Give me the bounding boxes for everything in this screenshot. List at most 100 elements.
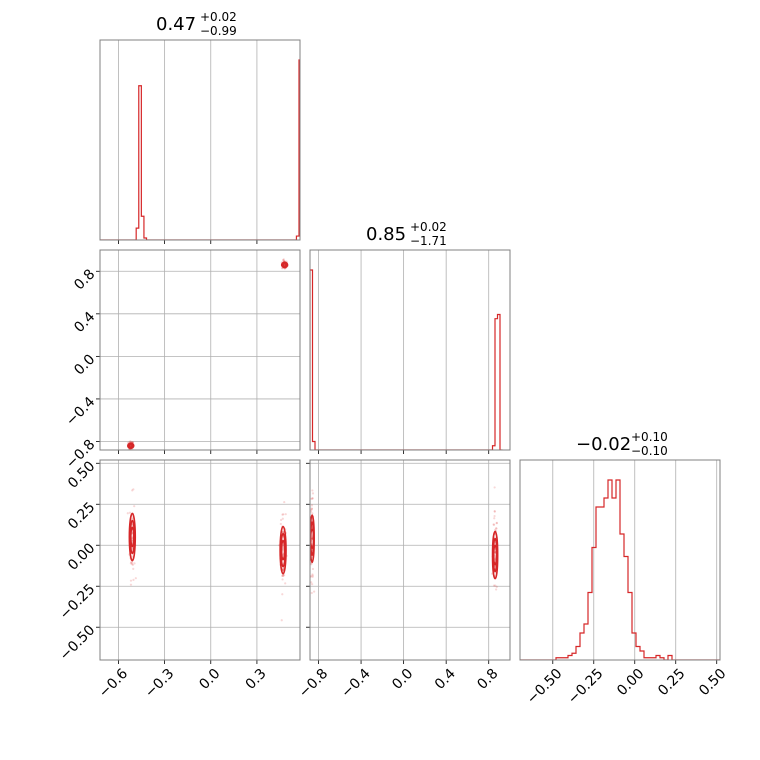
- sample-point: [311, 512, 314, 515]
- sample-point: [495, 522, 498, 525]
- sample-point: [281, 574, 285, 577]
- sample-point: [310, 563, 313, 566]
- sample-point: [311, 537, 314, 540]
- sample-point: [282, 259, 285, 262]
- sample-point: [133, 562, 136, 565]
- title-minus-error: −1.71: [410, 234, 447, 248]
- x-tick-label: −0.50: [524, 666, 566, 708]
- sample-point: [493, 510, 496, 513]
- x-tick-label: 0.4: [432, 666, 459, 693]
- sample-point: [282, 513, 285, 516]
- sample-point: [493, 510, 496, 513]
- title-value: −0.02: [576, 434, 631, 455]
- sample-point: [128, 511, 132, 514]
- sample-point: [310, 507, 314, 510]
- sample-point: [130, 563, 134, 566]
- density-contour: [310, 528, 315, 549]
- scatter-area: [127, 258, 289, 453]
- panel-2-0: −0.6 −0.3 0.0 0.3−0.50−0.250.000.250.50: [57, 458, 301, 701]
- sample-point: [132, 488, 135, 491]
- histogram-bin: [600, 507, 604, 660]
- x-tick-label: 0.8: [474, 666, 501, 693]
- title-plus-error: +0.02: [200, 10, 237, 24]
- x-tick-label: −0.4: [338, 666, 373, 701]
- sample-point: [281, 548, 285, 551]
- panel-1-0: −0.8−0.40.00.40.8: [63, 249, 301, 472]
- sample-point: [281, 517, 284, 520]
- sample-point: [310, 591, 313, 595]
- sample-point: [129, 579, 133, 582]
- x-tick-label: −0.8: [296, 666, 331, 701]
- sample-point: [310, 507, 313, 510]
- y-tick-label: 0.0: [71, 351, 98, 378]
- sample-point: [311, 492, 315, 495]
- y-tick-label: −0.50: [57, 622, 99, 664]
- sample-point: [282, 258, 285, 261]
- sample-point: [492, 584, 496, 587]
- x-tick-label: −0.3: [142, 666, 177, 701]
- sample-point: [495, 588, 498, 591]
- y-tick-label: −0.4: [63, 394, 98, 429]
- histogram-step-line: [100, 59, 300, 240]
- sample-point: [130, 561, 133, 564]
- sample-point: [494, 528, 497, 531]
- panel-title: 0.85 +0.02−1.71: [366, 220, 447, 248]
- sample-point: [280, 619, 283, 622]
- sample-point: [131, 563, 135, 566]
- histogram-bin: [304, 238, 307, 240]
- panel-0-0: 0.47 +0.02−0.99: [99, 10, 307, 244]
- sample-point: [283, 574, 286, 577]
- panel-title: 0.47 +0.02−0.99: [156, 10, 237, 38]
- sample-point: [129, 451, 131, 453]
- sample-point: [132, 567, 135, 570]
- x-tick-label: 0.3: [243, 666, 270, 693]
- sample-point: [131, 561, 134, 564]
- title-plus-error: +0.02: [410, 220, 447, 234]
- sample-point: [134, 577, 137, 580]
- sample-point: [279, 522, 282, 526]
- sample-point: [129, 583, 133, 586]
- sample-point: [311, 497, 314, 500]
- sample-point: [495, 521, 498, 525]
- sample-point: [311, 497, 314, 500]
- x-tick-label: 0.50: [696, 666, 729, 699]
- y-tick-label: 0.25: [65, 499, 98, 532]
- title-minus-error: −0.99: [200, 24, 237, 38]
- sample-point: [131, 537, 134, 540]
- histogram-step-line: [310, 269, 503, 450]
- sample-point: [310, 497, 313, 500]
- sample-point: [129, 440, 132, 443]
- histogram-bin: [612, 498, 616, 660]
- y-tick-label: 0.8: [71, 266, 98, 293]
- x-tick-label: 0.25: [655, 666, 688, 699]
- sample-point: [313, 590, 316, 593]
- x-tick-label: 0.00: [614, 666, 647, 699]
- sample-point: [281, 593, 284, 596]
- title-value: 0.47: [156, 14, 196, 35]
- histogram-bin: [604, 498, 608, 660]
- title-value: 0.85: [366, 224, 406, 245]
- y-tick-label: −0.25: [57, 581, 99, 623]
- sample-point: [311, 574, 314, 577]
- scatter-area: [310, 486, 499, 595]
- density-contour: [282, 262, 287, 268]
- sample-point: [311, 583, 314, 586]
- panel-frame: [99, 39, 301, 241]
- sample-point: [281, 567, 284, 570]
- sample-point: [493, 551, 497, 554]
- sample-point: [132, 578, 135, 581]
- sample-point: [133, 505, 136, 508]
- panel-frame: [309, 459, 511, 661]
- y-tick-label: 0.4: [71, 309, 98, 336]
- sample-point: [310, 581, 313, 584]
- density-contour: [128, 512, 137, 562]
- histogram-area: [310, 269, 503, 450]
- panel-frame: [519, 459, 721, 661]
- x-tick-label: −0.25: [565, 666, 607, 708]
- sample-point: [284, 513, 287, 516]
- x-tick-label: 0.0: [196, 666, 223, 693]
- panel-2-1: −0.8 −0.4 0.0 0.4 0.8: [296, 459, 511, 701]
- sample-point: [495, 585, 498, 588]
- sample-point: [493, 514, 496, 518]
